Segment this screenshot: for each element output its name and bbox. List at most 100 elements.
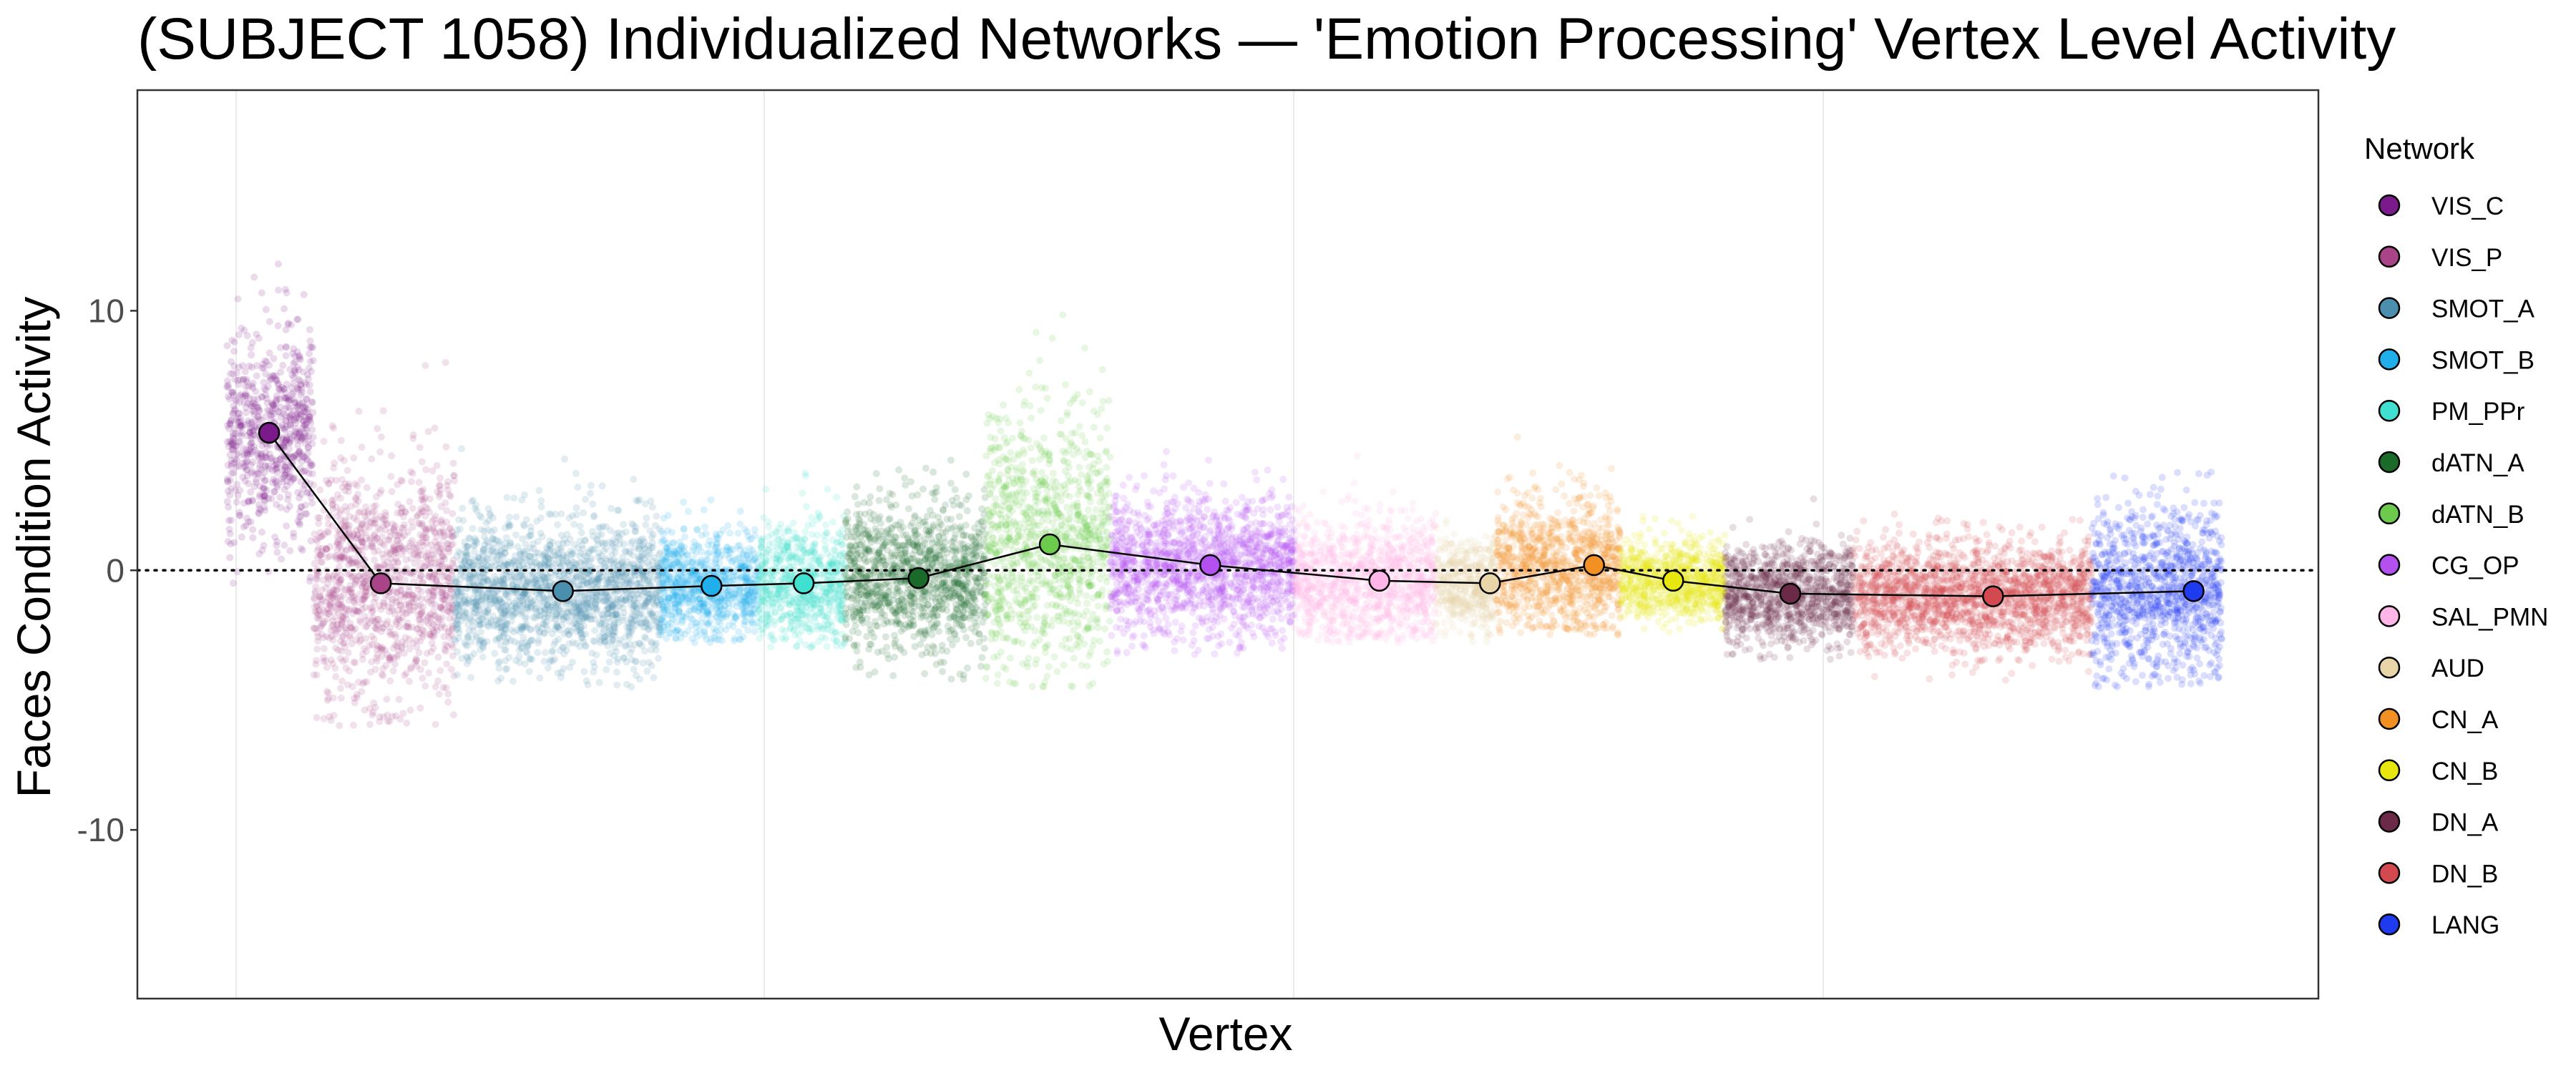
vertex-point: [496, 658, 503, 665]
vertex-point: [829, 518, 836, 526]
vertex-point: [247, 518, 255, 526]
vertex-point: [362, 583, 370, 591]
vertex-point: [542, 614, 550, 622]
vertex-point: [290, 396, 298, 403]
vertex-point: [225, 443, 233, 451]
vertex-point: [591, 627, 599, 635]
vertex-point: [775, 536, 783, 544]
vertex-point: [512, 531, 519, 539]
vertex-point: [426, 495, 434, 503]
vertex-point: [419, 534, 427, 542]
vertex-point: [342, 664, 350, 672]
vertex-point: [421, 512, 429, 520]
vertex-point: [447, 493, 454, 501]
vertex-point: [558, 621, 566, 629]
vertex-point: [650, 674, 658, 682]
vertex-point: [315, 615, 323, 622]
vertex-point: [269, 404, 277, 412]
vertex-point: [248, 382, 255, 390]
vertex-point: [271, 533, 279, 541]
vertex-point: [648, 662, 655, 670]
vertex-point: [294, 450, 302, 458]
vertex-point: [713, 543, 721, 551]
vertex-point: [505, 513, 513, 521]
vertex-point: [366, 534, 374, 542]
vertex-point: [418, 595, 426, 603]
vertex-point: [599, 629, 607, 637]
vertex-point: [353, 482, 361, 489]
vertex-point: [733, 554, 741, 562]
vertex-point: [436, 474, 444, 482]
vertex-point: [263, 454, 270, 461]
vertex-point: [565, 514, 573, 521]
vertex-point: [299, 417, 307, 424]
vertex-point: [608, 504, 615, 512]
vertex-point: [501, 549, 509, 557]
vertex-point: [534, 649, 542, 657]
vertex-point: [358, 606, 366, 613]
vertex-point: [248, 438, 255, 446]
vertex-point: [296, 494, 303, 501]
vertex-point: [443, 660, 451, 668]
vertex-point: [448, 665, 455, 673]
vertex-point: [293, 413, 301, 421]
vertex-point: [416, 444, 424, 451]
vertex-point: [750, 556, 758, 564]
vertex-point: [716, 598, 723, 606]
vertex-point: [641, 600, 649, 608]
vertex-point: [550, 641, 558, 648]
vertex-point: [548, 647, 556, 655]
vertex-point: [557, 531, 565, 539]
vertex-point: [399, 544, 406, 552]
vertex-point: [298, 458, 306, 466]
vertex-point: [721, 573, 729, 580]
vertex-point: [581, 614, 589, 622]
vertex-point: [369, 502, 377, 510]
vertex-point: [298, 388, 306, 396]
vertex-point: [265, 318, 273, 325]
vertex-point: [537, 503, 545, 511]
vertex-point: [590, 637, 597, 645]
vertex-point: [665, 594, 673, 602]
vertex-point: [449, 711, 457, 719]
vertex-point: [273, 377, 280, 385]
vertex-point: [678, 619, 686, 627]
vertex-point: [289, 350, 297, 357]
vertex-point: [300, 408, 308, 416]
vertex-point: [815, 637, 823, 645]
vertex-point: [290, 533, 298, 541]
vertex-point: [224, 461, 232, 469]
vertex-point: [368, 658, 376, 666]
vertex-point: [318, 558, 326, 566]
vertex-point: [235, 409, 243, 417]
vertex-point: [304, 489, 312, 496]
vertex-point: [560, 665, 567, 672]
vertex-point: [707, 635, 715, 642]
vertex-point: [707, 496, 715, 504]
vertex-point: [647, 646, 655, 654]
vertex-point: [305, 432, 313, 440]
vertex-point: [527, 636, 535, 644]
vertex-point: [300, 453, 308, 461]
vertex-point: [458, 655, 466, 662]
vertex-point: [230, 402, 238, 410]
vertex-point: [437, 545, 445, 553]
vertex-point: [319, 576, 327, 584]
vertex-point: [470, 548, 478, 556]
vertex-point: [297, 391, 305, 399]
vertex-point: [281, 463, 289, 471]
vertex-point: [515, 573, 523, 581]
vertex-point: [434, 653, 442, 661]
vertex-point: [539, 591, 547, 599]
vertex-point: [404, 619, 411, 627]
vertex-point: [323, 696, 331, 704]
vertex-point: [258, 492, 266, 500]
vertex-point: [354, 558, 362, 566]
vertex-point: [475, 640, 483, 647]
vertex-point: [293, 403, 301, 411]
vertex-point: [310, 481, 318, 489]
vertex-point: [231, 396, 239, 403]
vertex-point: [431, 683, 439, 691]
vertex-point: [646, 610, 654, 618]
vertex-point: [369, 711, 376, 719]
